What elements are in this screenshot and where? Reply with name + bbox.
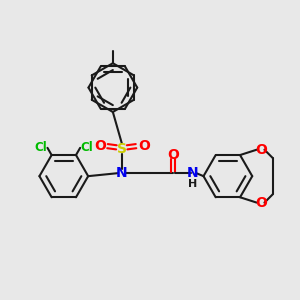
Text: Cl: Cl [80,141,93,154]
Text: O: O [255,196,267,210]
Text: S: S [117,142,127,155]
Text: O: O [255,143,267,157]
Text: Cl: Cl [34,141,47,154]
Text: O: O [94,139,106,153]
Text: O: O [167,148,179,162]
Text: N: N [186,166,198,180]
Text: N: N [116,166,128,180]
Text: O: O [138,139,150,153]
Text: H: H [188,178,197,189]
